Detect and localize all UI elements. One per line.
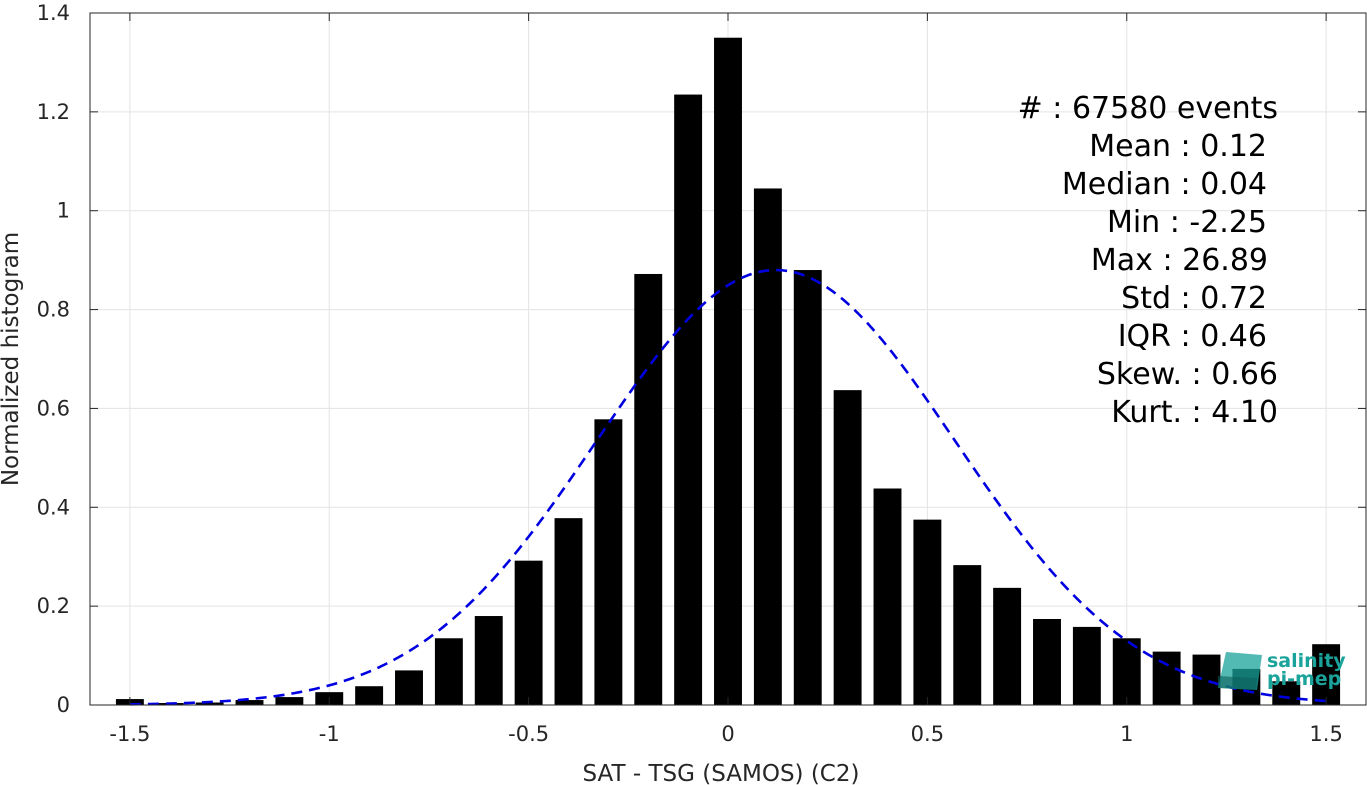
histogram-bar: [714, 37, 742, 705]
histogram-bar: [514, 560, 543, 705]
histogram-bar: [873, 488, 902, 705]
y-axis-label: Normalized histogram: [0, 232, 24, 486]
stat-skew: Skew. : 0.66: [1097, 357, 1278, 392]
histogram-bar: [674, 94, 703, 706]
x-axis-label: SAT - TSG (SAMOS) (C2): [583, 761, 860, 785]
stat-kurt: Kurt. : 4.10: [1111, 395, 1278, 430]
logo-line2: pi-mep: [1267, 668, 1341, 690]
histogram-bar: [554, 518, 583, 705]
salinity-pimep-logo: salinity pi-mep: [1218, 650, 1346, 690]
x-tick-label: 1.5: [1309, 722, 1342, 746]
y-tick-label: 0.2: [37, 594, 70, 618]
logo-mark-shadow-icon: [1218, 676, 1257, 690]
histogram-bar: [355, 686, 384, 705]
histogram-bar: [1033, 618, 1061, 705]
histogram-bars: [115, 37, 1341, 706]
histogram-bar: [634, 273, 663, 705]
histogram-bar: [235, 700, 264, 705]
x-tick-label: 0: [721, 722, 734, 746]
histogram-bar: [1152, 651, 1181, 705]
y-tick-label: 1.2: [37, 100, 70, 124]
histogram-bar: [195, 702, 224, 705]
stat-std: Std : 0.72: [1121, 281, 1267, 316]
histogram-bar: [1312, 644, 1341, 705]
histogram-bar: [275, 697, 304, 705]
histogram-bar: [993, 587, 1022, 705]
histogram-bar: [793, 270, 822, 705]
stat-mean: Mean : 0.12: [1089, 129, 1267, 164]
stat-min: Min : -2.25: [1107, 205, 1267, 240]
logo-line1: salinity: [1267, 650, 1346, 672]
histogram-bar: [1112, 638, 1141, 705]
histogram-bar: [1072, 626, 1101, 705]
stat-iqr: IQR : 0.46: [1118, 319, 1267, 354]
x-tick-label: 1: [1120, 722, 1133, 746]
y-tick-label: 0.6: [37, 396, 70, 420]
fit-curve: [129, 268, 1327, 706]
histogram-bar: [395, 670, 423, 705]
histogram-bar: [434, 638, 463, 705]
stats-annotation: # : 67580 events Mean : 0.12 Median : 0.…: [1018, 91, 1278, 430]
histogram-bar: [913, 519, 942, 705]
stat-events: # : 67580 events: [1018, 91, 1278, 126]
y-tick-label: 1: [57, 199, 70, 223]
histogram-bar: [474, 616, 503, 705]
x-tick-label: -1: [319, 722, 340, 746]
y-tick-label: 0.8: [37, 298, 70, 322]
histogram-bar: [753, 188, 782, 705]
y-tick-label: 0.4: [37, 495, 70, 519]
x-tick-label: -0.5: [508, 722, 549, 746]
stat-median: Median : 0.04: [1062, 167, 1267, 202]
histogram-bar: [1192, 654, 1221, 705]
histogram-bar: [833, 390, 862, 705]
x-tick-label: -1.5: [109, 722, 150, 746]
histogram-bar: [1272, 681, 1301, 705]
histogram-bar: [594, 419, 623, 705]
y-tick-label: 0: [57, 693, 70, 717]
y-tick-label: 1.4: [37, 1, 70, 25]
stat-max: Max : 26.89: [1091, 243, 1268, 278]
histogram-bar: [953, 565, 982, 705]
x-tick-label: 0.5: [911, 722, 944, 746]
axis-ticks: -1.5 -1 -0.5 0 0.5 1 1.5 0 0.2 0.4 0.6 0.8 1 1.2 1.4: [37, 1, 1366, 746]
